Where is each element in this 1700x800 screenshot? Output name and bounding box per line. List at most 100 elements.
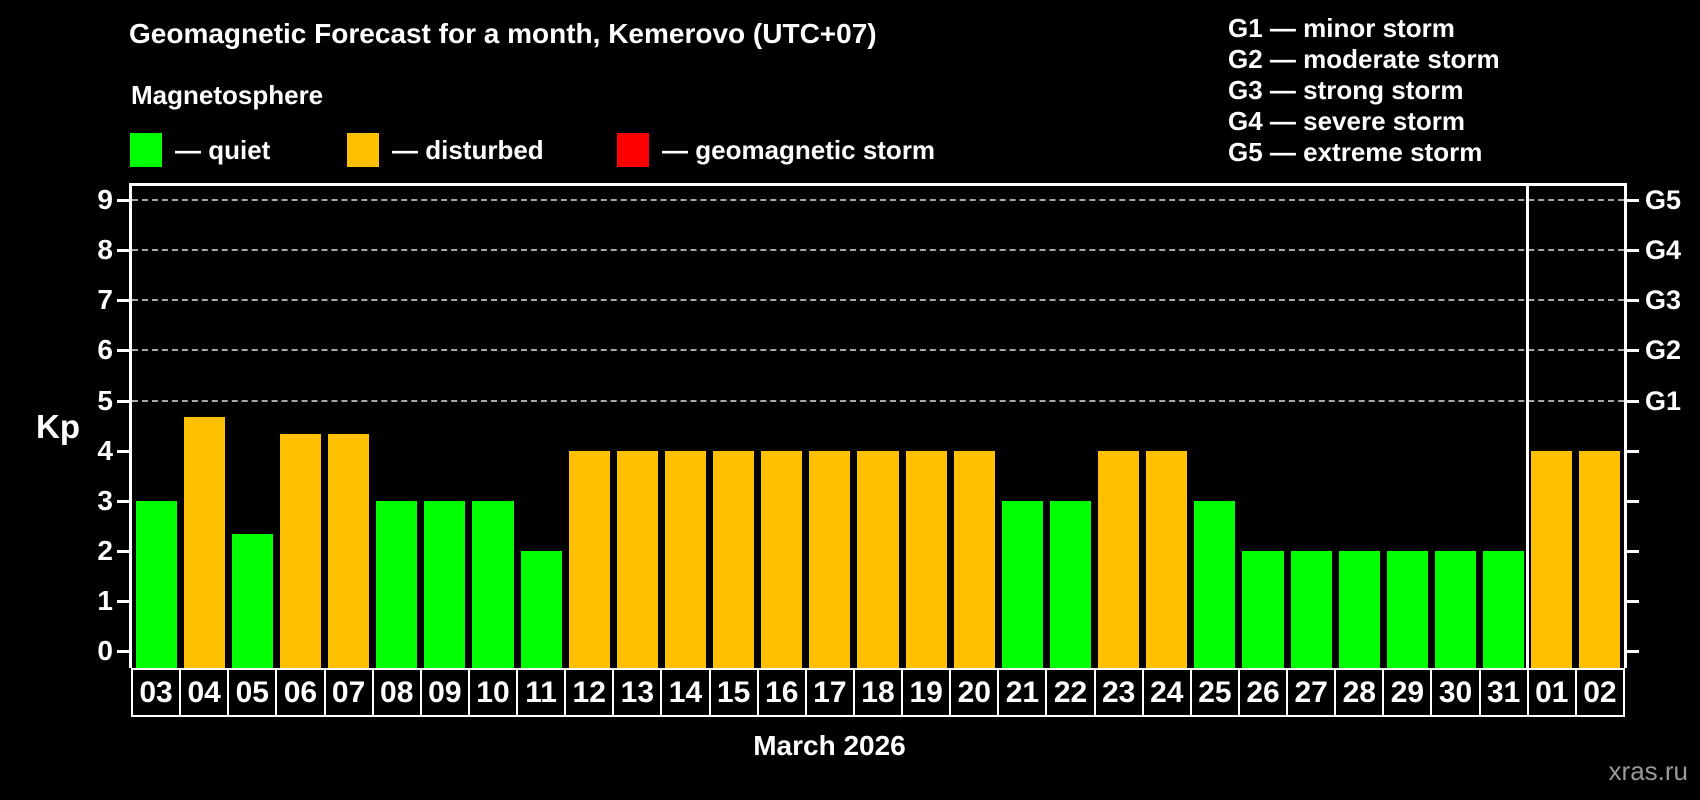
right-tick-8 — [1627, 249, 1639, 253]
bar-day-16 — [761, 450, 803, 668]
g-legend-line-2: G2 — moderate storm — [1228, 44, 1500, 74]
x-label-19: 19 — [901, 668, 952, 717]
g-legend-line-5: G5 — extreme storm — [1228, 137, 1483, 167]
x-label-26: 26 — [1237, 668, 1289, 717]
bar-day-01 — [1531, 450, 1573, 668]
x-label-01: 01 — [1526, 668, 1577, 717]
bar-day-09 — [424, 500, 466, 668]
y-tick-8 — [117, 249, 129, 253]
right-axis-label-G5: G5 — [1645, 185, 1682, 216]
y-tick-1 — [117, 599, 129, 603]
legend-label-storm: — geomagnetic storm — [662, 134, 936, 165]
y-tick-label-4: 4 — [97, 434, 113, 466]
bar-day-23 — [1098, 450, 1140, 668]
bar-day-04 — [183, 417, 225, 668]
gridline-kp5 — [132, 399, 1624, 402]
x-label-29: 29 — [1382, 668, 1433, 717]
g-legend-line-4: G4 — severe storm — [1228, 106, 1466, 136]
x-label-12: 12 — [564, 668, 615, 717]
x-label-17: 17 — [804, 668, 855, 717]
y-tick-6 — [117, 349, 129, 353]
right-tick-5 — [1627, 399, 1639, 403]
bar-day-27 — [1290, 550, 1332, 668]
x-label-11: 11 — [516, 668, 567, 717]
x-axis-title: March 2026 — [753, 730, 906, 761]
x-label-31: 31 — [1478, 668, 1529, 717]
right-axis-label-G3: G3 — [1645, 285, 1682, 316]
x-label-25: 25 — [1189, 668, 1240, 717]
y-tick-label-1: 1 — [97, 584, 113, 616]
right-tick-1 — [1627, 599, 1639, 603]
y-tick-0 — [117, 650, 129, 653]
bar-day-07 — [328, 434, 370, 668]
y-tick-label-6: 6 — [97, 334, 113, 366]
plot-top-border — [129, 183, 1627, 186]
bar-day-28 — [1338, 550, 1380, 668]
legend-item-disturbed: — disturbed — [347, 133, 544, 167]
y-tick-2 — [117, 549, 129, 553]
right-axis-label-G1: G1 — [1645, 385, 1682, 416]
bar-day-15 — [713, 450, 755, 668]
gridline-kp8 — [132, 249, 1624, 252]
y-tick-9 — [117, 199, 129, 203]
y-axis-title: Kp — [36, 408, 80, 445]
y-tick-label-9: 9 — [97, 184, 113, 216]
g-scale-legend: G1 — minor storm G2 — moderate storm G3 — … — [1228, 13, 1500, 168]
legend-label-disturbed: — disturbed — [392, 134, 544, 165]
bar-day-21 — [1001, 500, 1043, 668]
bar-day-31 — [1483, 550, 1525, 668]
x-label-04: 04 — [179, 668, 230, 717]
bar-day-11 — [520, 550, 562, 668]
right-tick-9 — [1627, 199, 1639, 203]
y-tick-label-2: 2 — [97, 534, 113, 566]
x-label-09: 09 — [419, 668, 470, 717]
bar-day-24 — [1146, 450, 1188, 668]
x-label-07: 07 — [323, 668, 374, 717]
chart-subtitle: Magnetosphere — [131, 80, 324, 110]
x-label-28: 28 — [1334, 668, 1385, 717]
right-tick-4 — [1627, 449, 1639, 453]
x-label-20: 20 — [949, 668, 1000, 717]
bar-day-18 — [857, 450, 899, 668]
y-axis-line — [129, 183, 132, 668]
x-label-10: 10 — [467, 668, 519, 717]
bar-day-20 — [953, 450, 995, 668]
bar-day-30 — [1434, 550, 1477, 668]
right-axis-label-G4: G4 — [1645, 235, 1682, 266]
g-legend-line-1: G1 — minor storm — [1228, 13, 1455, 43]
bar-day-17 — [809, 450, 851, 668]
bar-day-26 — [1242, 550, 1284, 668]
bar-day-05 — [231, 534, 273, 668]
month-separator-line — [1526, 183, 1530, 668]
x-label-21: 21 — [997, 668, 1048, 717]
disturbed-color-swatch — [347, 133, 379, 167]
x-label-06: 06 — [275, 668, 326, 717]
bar-day-22 — [1049, 500, 1092, 668]
legend-item-quiet: — quiet — [130, 133, 270, 167]
x-label-05: 05 — [227, 668, 278, 717]
bar-day-25 — [1194, 500, 1236, 668]
quiet-color-swatch — [130, 133, 162, 167]
y-tick-7 — [117, 299, 129, 303]
bar-day-14 — [664, 450, 707, 668]
right-tick-2 — [1627, 549, 1639, 553]
bar-day-08 — [376, 500, 418, 668]
bar-day-12 — [568, 450, 610, 668]
bar-day-06 — [279, 434, 321, 668]
y-tick-5 — [117, 399, 129, 403]
right-tick-6 — [1627, 349, 1639, 353]
x-label-08: 08 — [371, 668, 422, 717]
y-tick-4 — [117, 449, 129, 453]
x-label-16: 16 — [756, 668, 807, 717]
legend-label-quiet: — quiet — [175, 134, 271, 165]
bar-day-29 — [1386, 550, 1428, 668]
bar-day-19 — [905, 450, 947, 668]
y-tick-label-0: 0 — [97, 635, 113, 666]
legend-item-storm: — geomagnetic storm — [617, 133, 935, 167]
right-tick-0 — [1627, 650, 1639, 653]
x-label-23: 23 — [1093, 668, 1144, 717]
bar-day-10 — [472, 500, 514, 668]
x-label-24: 24 — [1141, 668, 1192, 717]
x-label-02: 02 — [1574, 668, 1625, 717]
